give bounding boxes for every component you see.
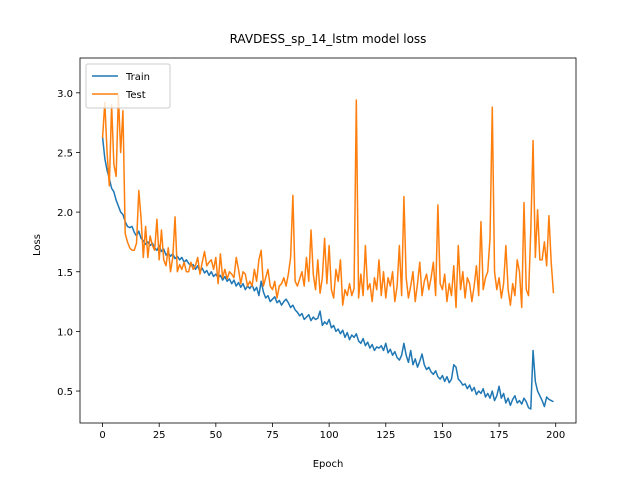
y-tick-label: 2.0 [57, 208, 73, 219]
y-tick-label: 2.5 [57, 148, 73, 159]
chart-title: RAVDESS_sp_14_lstm model loss [230, 32, 427, 46]
x-tick-label: 150 [433, 430, 452, 441]
y-tick-label: 1.0 [57, 327, 73, 338]
x-axis-label: Epoch [313, 459, 344, 470]
x-tick-label: 100 [320, 430, 339, 441]
x-tick-label: 50 [209, 430, 222, 441]
series-line [101, 94, 555, 309]
series-line [101, 136, 554, 410]
x-tick-label: 75 [266, 430, 279, 441]
x-tick-label: 125 [376, 430, 395, 441]
plot-frame [79, 57, 577, 424]
legend: Train Test [85, 63, 171, 109]
x-tick-label: 200 [546, 430, 565, 441]
legend-label: Test [125, 90, 146, 101]
legend-box [85, 63, 171, 109]
x-tick-label: 0 [99, 430, 105, 441]
legend-label: Train [125, 72, 150, 83]
y-tick-label: 0.5 [57, 387, 73, 398]
x-tick-label: 175 [490, 430, 509, 441]
y-tick-label: 3.0 [57, 89, 73, 100]
y-axis-label: Loss [32, 234, 43, 256]
y-tick-label: 1.5 [57, 268, 73, 279]
x-tick-label: 25 [153, 430, 166, 441]
